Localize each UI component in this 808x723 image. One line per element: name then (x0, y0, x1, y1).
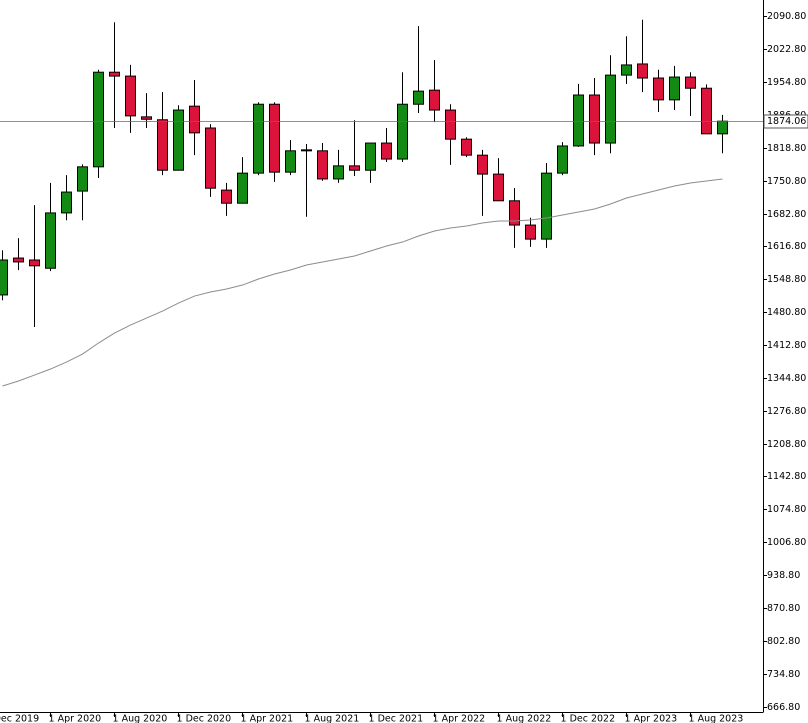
candle-body (77, 166, 88, 192)
candle-body (621, 64, 632, 76)
x-tick-label: 1 Apr 2021 (241, 714, 294, 723)
candle-body (253, 103, 264, 174)
candle-body (285, 150, 296, 173)
y-tick-label: 1142.80 (767, 471, 806, 482)
y-tick-label: 802.80 (767, 636, 800, 647)
x-tick-label: 1 Aug 2022 (497, 714, 552, 723)
plot-area (0, 19, 763, 387)
y-tick-label: 1616.80 (767, 241, 806, 252)
y-tick-label: 1750.80 (767, 176, 806, 187)
y-tick-label: 1344.80 (767, 373, 806, 384)
candle-body (205, 127, 216, 189)
y-tick-label: 870.80 (767, 603, 800, 614)
candle-body (141, 116, 152, 120)
candle-body (573, 94, 584, 147)
x-tick-label: 1 Dec 2019 (0, 714, 39, 723)
y-tick-label: 1276.80 (767, 406, 806, 417)
candle-body (605, 74, 616, 144)
candle-body (381, 142, 392, 160)
candle-body (653, 77, 664, 101)
candle-body (317, 150, 328, 180)
candle-body (493, 173, 504, 202)
y-tick-label: 1818.80 (767, 143, 806, 154)
y-tick-label: 1548.80 (767, 274, 806, 285)
candle-body (125, 75, 136, 117)
y-tick-label: 2090.80 (767, 11, 806, 22)
candle-body (445, 109, 456, 140)
candle-body (333, 165, 344, 180)
candle-body (557, 145, 568, 174)
y-tick-label: 666.80 (767, 702, 800, 713)
moving-average (2, 178, 723, 387)
x-tick-label: 1 Aug 2021 (305, 714, 360, 723)
candle-body (589, 94, 600, 144)
y-tick-label: 1006.80 (767, 537, 806, 548)
candle-body (93, 71, 104, 168)
candle-body (45, 212, 56, 269)
last-price-box (763, 114, 808, 129)
candle-body (221, 189, 232, 204)
axes: 2090.802022.801954.801886.801818.801750.… (0, 11, 808, 723)
y-tick-label: 1412.80 (767, 340, 806, 351)
candle-body (173, 109, 184, 171)
x-tick-label: 1 Aug 2020 (113, 714, 168, 723)
x-tick-label: 1 Dec 2022 (561, 714, 616, 723)
candle-body (637, 63, 648, 79)
candle-body (301, 149, 312, 152)
x-tick-label: 1 Apr 2022 (433, 714, 486, 723)
y-tick-label: 938.80 (767, 570, 800, 581)
x-tick-label: 1 Apr 2020 (49, 714, 102, 723)
x-tick-label: 1 Dec 2021 (369, 714, 424, 723)
candle-body (717, 120, 728, 135)
candle-body (685, 76, 696, 89)
candle-body (109, 71, 120, 77)
y-tick-label: 1682.80 (767, 209, 806, 220)
x-tick-label: 1 Dec 2020 (177, 714, 232, 723)
candle-body (429, 89, 440, 111)
y-tick-label: 734.80 (767, 669, 800, 680)
candle-body (541, 172, 552, 240)
candle-body (397, 103, 408, 160)
y-tick-label: 2022.80 (767, 44, 806, 55)
candle-body (669, 76, 680, 101)
candle-body (477, 154, 488, 175)
candle-body (365, 142, 376, 171)
candle-body (13, 257, 24, 263)
candle-body (461, 138, 472, 156)
candle-body (525, 224, 536, 240)
candle-body (157, 119, 168, 171)
candle-body (413, 90, 424, 105)
last-price-label: 1874.06 (767, 116, 806, 127)
candle-body (509, 200, 520, 226)
x-tick-label: 1 Apr 2023 (625, 714, 678, 723)
candle-body (701, 87, 712, 135)
candle-body (237, 172, 248, 204)
candle-body (189, 105, 200, 134)
candle-body (61, 191, 72, 214)
y-tick-label: 1480.80 (767, 307, 806, 318)
candle-body (0, 259, 8, 296)
y-tick-label: 1208.80 (767, 439, 806, 450)
y-tick-label: 1074.80 (767, 504, 806, 515)
candle-body (269, 103, 280, 173)
candle-body (29, 259, 40, 267)
y-tick-label: 1954.80 (767, 77, 806, 88)
candle-body (349, 165, 360, 171)
x-tick-label: 1 Aug 2023 (689, 714, 744, 723)
